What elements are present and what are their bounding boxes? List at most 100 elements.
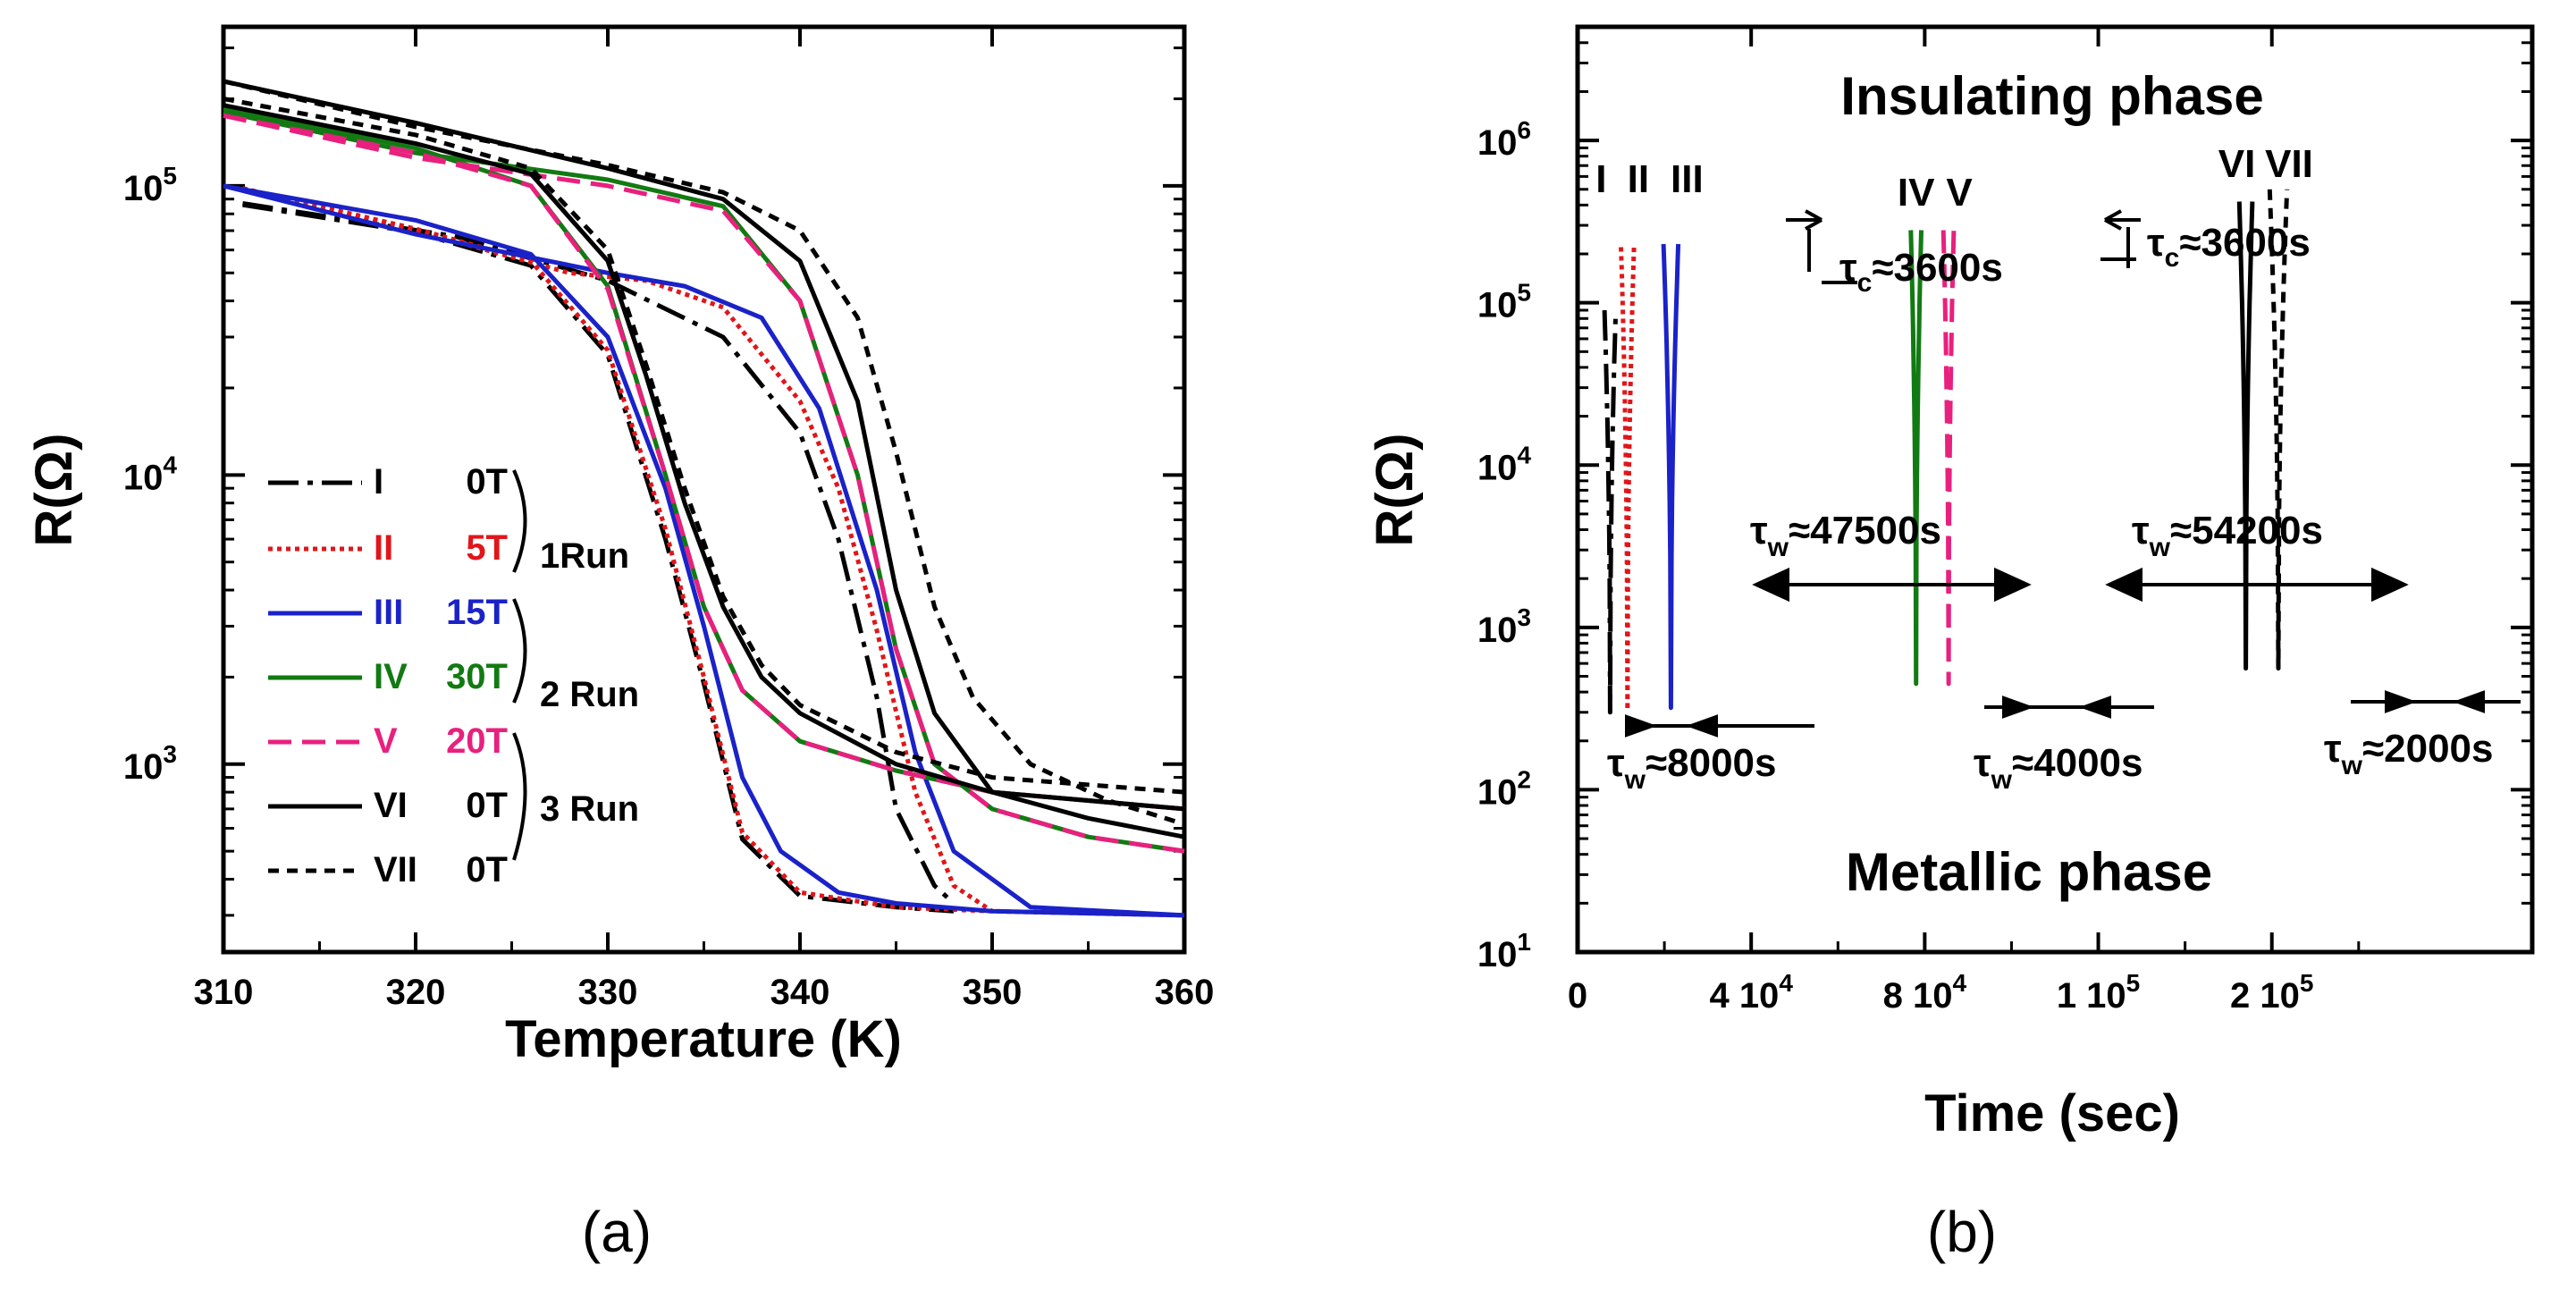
- panel-b-annotation-arrows: [1625, 209, 2521, 738]
- caption-b: (b): [1927, 1200, 1997, 1264]
- legend-field-V: 20T: [446, 721, 508, 761]
- series-V-heating-line: [223, 113, 1185, 854]
- legend-name-I: I: [374, 462, 383, 502]
- panel-a-series: [223, 79, 1185, 918]
- a-x-tick-label: 310: [194, 973, 254, 1012]
- legend-bracket-2run: [512, 598, 527, 704]
- tau-w-54200-head-right: [2371, 567, 2409, 603]
- series-VII-dip: [2267, 189, 2290, 671]
- tau-w-54200-label: τw≈54200s: [2132, 509, 2323, 562]
- panel-b-series-labels: I II III IV VVI VII: [1595, 142, 2313, 215]
- panel-a-x-tick-labels: 310 320 330 340 350 360: [194, 973, 1215, 1012]
- series-I-dip: [1602, 309, 1619, 715]
- legend-field-II: 5T: [466, 528, 508, 568]
- b-y-tick-label: 106: [1477, 116, 1531, 163]
- series-V-dip: [1940, 230, 1957, 687]
- panel-b-chart: 0 4 104 8 104 1 105 2 105 101 102 103 104 105 106…: [1366, 24, 2535, 1142]
- tau-w-4000-head-left: [2002, 696, 2034, 719]
- tau-w-8000-label: τw≈8000s: [1607, 741, 1777, 795]
- series-V-cooling-line: [223, 113, 1185, 812]
- legend-field-IV: 30T: [446, 657, 508, 696]
- panel-a-ticks: [222, 27, 1186, 952]
- tau-w-4000-head-right: [2079, 696, 2111, 719]
- b-x-tick-label: 4 104: [1709, 969, 1793, 1016]
- panel-a-y-axis-label: R(Ω): [25, 433, 83, 546]
- panel-b-ticks: [1576, 25, 2532, 954]
- legend-name-II: II: [374, 528, 393, 568]
- legend-bracket-3run: [512, 732, 527, 861]
- series-VII-cooling-line: [223, 97, 1185, 795]
- b-y-tick-label: 104: [1477, 441, 1532, 487]
- series-III-dip: [1661, 243, 1681, 711]
- panel-b-y-axis-label: R(Ω): [1366, 433, 1424, 546]
- legend-name-III: III: [374, 593, 403, 632]
- series-label-III: III: [1671, 157, 1704, 201]
- a-x-tick-label: 350: [963, 973, 1023, 1012]
- tau-w-54200-head-left: [2105, 567, 2142, 603]
- series-II-cooling-line: [241, 186, 1185, 918]
- panel-b-series: [1602, 189, 2290, 715]
- panel-b-plot-frame: [1575, 24, 2535, 955]
- legend-name-IV: IV: [374, 657, 408, 696]
- panel-b-y-tick-labels: 101 102 103 104 105 106: [1477, 116, 1532, 974]
- legend-name-V: V: [374, 721, 398, 761]
- a-x-tick-label: 340: [770, 973, 830, 1012]
- tau-w-47500-label: τw≈47500s: [1750, 509, 1941, 562]
- a-y-tick-label: 103: [123, 740, 177, 787]
- series-VI-heating-line: [223, 79, 1185, 839]
- panel-b-x-axis-label: Time (sec): [1924, 1084, 2180, 1142]
- legend-name-VII: VII: [374, 850, 417, 890]
- tau-c-arrow-1-top-head-b: [1805, 218, 1823, 231]
- a-x-tick-label: 330: [578, 973, 638, 1012]
- b-y-tick-label: 105: [1477, 279, 1531, 325]
- a-x-tick-label: 360: [1155, 973, 1215, 1012]
- b-y-tick-label: 102: [1477, 765, 1531, 812]
- insulating-phase-label: Insulating phase: [1840, 66, 2263, 126]
- legend-field-VI: 0T: [466, 786, 508, 825]
- panel-b-x-tick-labels: 0 4 104 8 104 1 105 2 105: [1568, 969, 2314, 1016]
- legend-group-2run: 2 Run: [540, 675, 639, 714]
- series-IV-heating-line: [223, 109, 1185, 854]
- b-x-tick-label: 1 105: [2057, 969, 2140, 1016]
- series-VII-heating-line: [223, 79, 1185, 827]
- tau-w-8000-head-right: [1686, 714, 1718, 738]
- series-label-I: I: [1595, 157, 1606, 201]
- series-II-heating-line: [241, 186, 994, 914]
- tau-w-47500-head-right: [1994, 567, 2032, 603]
- series-III-cooling-line: [223, 183, 1185, 918]
- series-label-II: II: [1628, 157, 1649, 201]
- legend-name-VI: VI: [374, 786, 408, 825]
- b-y-tick-label: 101: [1477, 928, 1531, 974]
- series-label-VI: VI: [2218, 142, 2256, 186]
- legend-group-1run: 1Run: [540, 536, 629, 576]
- tau-c-arrow-2-top-head-a: [2104, 209, 2122, 222]
- a-x-tick-label: 320: [386, 973, 446, 1012]
- b-x-tick-label: 2 105: [2230, 969, 2313, 1016]
- tau-c-arrow-1-top-head-a: [1805, 209, 1823, 222]
- b-x-tick-label: 0: [1568, 976, 1587, 1016]
- panel-a-y-tick-labels: 103 104 105: [123, 162, 178, 787]
- panel-a-chart: 310 320 330 340 350 360 103 104 105 Temperature…: [25, 24, 1215, 1068]
- tau-w-4000-label: τw≈4000s: [1974, 741, 2143, 795]
- legend-field-III: 15T: [446, 593, 508, 632]
- caption-a: (a): [582, 1200, 652, 1264]
- legend-field-VII: 0T: [466, 850, 508, 890]
- series-VI-cooling-line: [223, 103, 1185, 812]
- panel-a-legend-groups: 1Run 2 Run 3 Run: [512, 469, 639, 861]
- tau-w-47500-head-left: [1752, 567, 1789, 603]
- series-III-heating-line: [223, 183, 1185, 918]
- tau-w-2000-head-left: [2385, 690, 2417, 713]
- tau-c-label-1: τc≈3600s: [1839, 246, 2003, 298]
- legend-field-I: 0T: [466, 462, 508, 502]
- series-label-IV: IV: [1898, 171, 1935, 215]
- tau-w-8000-head-left: [1625, 714, 1657, 738]
- series-label-VII: VII: [2265, 142, 2313, 186]
- legend-bracket-1run: [512, 469, 527, 573]
- b-y-tick-label: 103: [1477, 603, 1531, 650]
- tau-c-label-2: τc≈3600s: [2147, 221, 2311, 273]
- a-y-tick-label: 104: [123, 451, 178, 497]
- panel-a-plot-frame: [221, 24, 1187, 955]
- panel-a-x-axis-label: Temperature (K): [505, 1010, 902, 1068]
- series-VI-dip: [2236, 201, 2255, 671]
